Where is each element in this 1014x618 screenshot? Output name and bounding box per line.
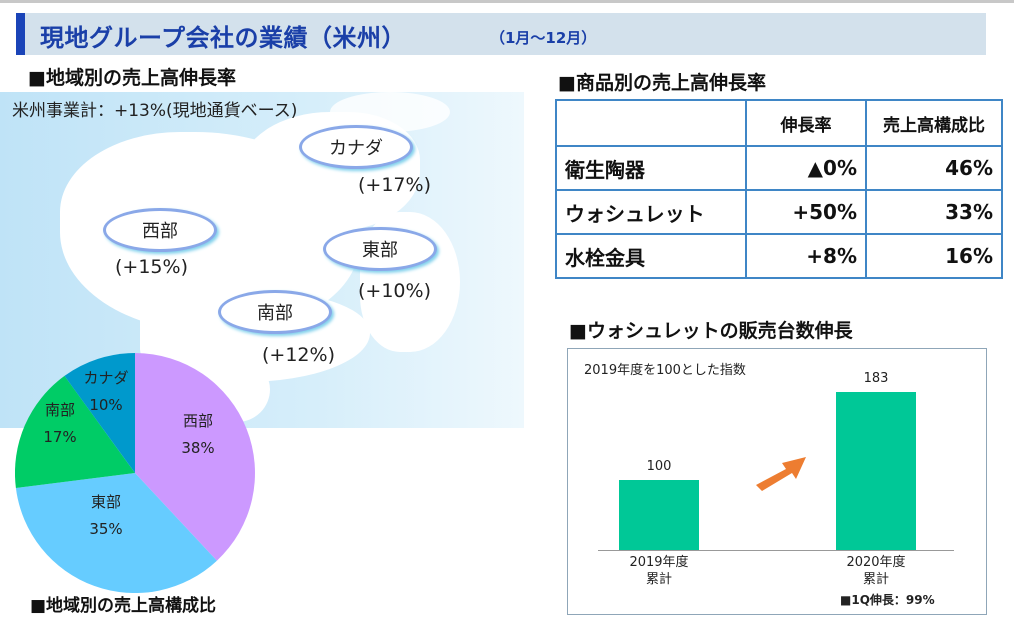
region-name: カナダ bbox=[329, 138, 383, 159]
chart-note: 2019年度を100とした指数 bbox=[584, 363, 746, 378]
product-growth: ▲0% bbox=[745, 145, 867, 191]
product-name: 衛生陶器 bbox=[555, 145, 747, 191]
product-name: 水栓金具 bbox=[555, 233, 747, 279]
pie-slice-east bbox=[15, 473, 217, 593]
washlet-bar-chart: 2019年度を100とした指数 100 183 2019年度 累計 2020年度… bbox=[567, 348, 987, 615]
region-bubble-west: 西部 bbox=[103, 208, 217, 252]
table-row: ウォシュレット +50% 33% bbox=[555, 189, 1003, 235]
bar-value-label: 100 bbox=[646, 459, 672, 474]
pie-slice-canada bbox=[64, 353, 135, 473]
table-header-row: 伸長率 売上高構成比 bbox=[555, 99, 1003, 147]
slice-name: 西部 bbox=[182, 412, 213, 430]
pie-label-canada: カナダ 10% bbox=[78, 365, 134, 419]
product-name: ウォシュレット bbox=[555, 189, 747, 235]
pie-label-south: 南部 17% bbox=[32, 397, 88, 451]
product-share: 46% bbox=[865, 145, 1003, 191]
americas-total-growth: 米州事業計：+13%(現地通貨ベース) bbox=[12, 101, 298, 121]
x-label-line: 2020年度 bbox=[846, 555, 906, 570]
regional-mix-pie-chart bbox=[15, 353, 255, 593]
pie-slice-west bbox=[135, 353, 255, 561]
region-bubble-south: 南部 bbox=[218, 290, 332, 334]
region-growth-canada: (+17%) bbox=[358, 174, 431, 196]
region-bubble-east: 東部 bbox=[323, 227, 437, 271]
region-name: 南部 bbox=[257, 303, 293, 324]
pie-slice-south bbox=[15, 375, 135, 488]
product-growth-heading: ■商品別の売上高伸長率 bbox=[558, 72, 766, 94]
table-row: 水栓金具 +8% 16% bbox=[555, 233, 1003, 279]
page-period: （1月～12月） bbox=[490, 29, 597, 47]
q1-growth-footnote: ■1Q伸長：99% bbox=[840, 593, 935, 607]
x-label-line: 累計 bbox=[645, 572, 672, 587]
pie-label-east: 東部 35% bbox=[78, 489, 134, 543]
growth-arrow-icon bbox=[756, 457, 806, 491]
table-header-cell: 伸長率 bbox=[745, 99, 867, 147]
slice-name: 南部 bbox=[44, 401, 75, 419]
x-label-line: 累計 bbox=[862, 572, 889, 587]
product-share: 16% bbox=[865, 233, 1003, 279]
slice-pct: 38% bbox=[181, 439, 215, 457]
x-axis bbox=[598, 550, 954, 551]
region-growth-west: (+15%) bbox=[115, 256, 188, 278]
bar-2019 bbox=[619, 480, 699, 550]
slice-name: カナダ bbox=[83, 369, 129, 387]
region-name: 東部 bbox=[362, 240, 398, 261]
regional-mix-heading: ■地域別の売上高構成比 bbox=[30, 596, 217, 616]
page-title: 現地グループ会社の業績（米州） bbox=[40, 24, 407, 52]
bar-2020 bbox=[836, 392, 916, 550]
x-label-line: 2019年度 bbox=[629, 555, 689, 570]
product-growth-table: 伸長率 売上高構成比 衛生陶器 ▲0% 46% ウォシュレット +50% 33%… bbox=[555, 99, 1003, 279]
table-header-cell: 売上高構成比 bbox=[865, 99, 1003, 147]
x-axis-label-2020: 2020年度 累計 bbox=[826, 554, 926, 588]
x-axis-label-2019: 2019年度 累計 bbox=[609, 554, 709, 588]
region-growth-south: (+12%) bbox=[262, 344, 335, 366]
slice-pct: 10% bbox=[89, 396, 123, 414]
region-bubble-canada: カナダ bbox=[299, 125, 413, 169]
table-row: 衛生陶器 ▲0% 46% bbox=[555, 145, 1003, 191]
region-name: 西部 bbox=[142, 221, 178, 242]
washlet-units-heading: ■ウォシュレットの販売台数伸長 bbox=[569, 320, 853, 342]
region-growth-east: (+10%) bbox=[358, 280, 431, 302]
top-rule bbox=[0, 0, 1014, 3]
regional-growth-heading: ■地域別の売上高伸長率 bbox=[28, 67, 236, 89]
slice-pct: 35% bbox=[89, 520, 123, 538]
bar-value-label: 183 bbox=[863, 371, 889, 386]
title-accent bbox=[16, 13, 25, 55]
table-header-cell bbox=[555, 99, 747, 147]
title-bar: 現地グループ会社の業績（米州） （1月～12月） bbox=[16, 13, 986, 55]
product-share: 33% bbox=[865, 189, 1003, 235]
product-growth: +8% bbox=[745, 233, 867, 279]
product-growth: +50% bbox=[745, 189, 867, 235]
slice-name: 東部 bbox=[90, 493, 121, 511]
pie-label-west: 西部 38% bbox=[170, 408, 226, 462]
slice-pct: 17% bbox=[43, 428, 77, 446]
